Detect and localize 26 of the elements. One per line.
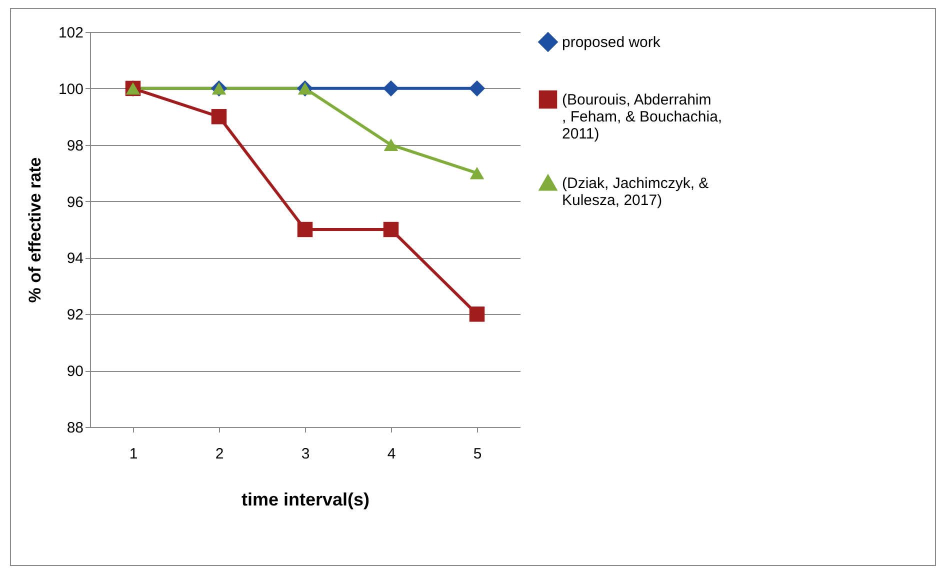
legend-label: (Bourouis, Abderrahim , Feham, & Bouchachia, 2011)	[562, 92, 722, 142]
y-tick-label: 94	[66, 250, 84, 268]
x-tick-label: 2	[215, 446, 224, 462]
y-tick-label: 88	[66, 420, 84, 436]
point	[470, 166, 484, 180]
point	[469, 306, 485, 322]
point	[384, 138, 398, 152]
point	[211, 109, 227, 124]
y-axis-title: % of effective rate	[25, 157, 44, 303]
x-tick-label: 5	[473, 446, 482, 462]
y-tick-label: 96	[66, 194, 84, 211]
point	[382, 80, 400, 96]
point	[468, 80, 486, 96]
x-tick-label: 4	[387, 446, 396, 462]
x-axis-title: time interval(s)	[241, 490, 370, 510]
legend-label: proposed work	[562, 34, 661, 51]
y-tick-label: 102	[58, 24, 84, 42]
point	[383, 222, 399, 238]
x-tick-label: 1	[129, 446, 138, 462]
y-tick-label: 98	[66, 137, 84, 154]
y-tick-label: 90	[66, 363, 84, 380]
y-tick-label: 100	[58, 80, 84, 98]
point	[297, 222, 313, 238]
legend-label: (Dziak, Jachimczyk, & Kulesza, 2017)	[562, 175, 709, 209]
y-tick-label: 92	[66, 306, 84, 324]
x-tick-label: 3	[301, 446, 310, 462]
